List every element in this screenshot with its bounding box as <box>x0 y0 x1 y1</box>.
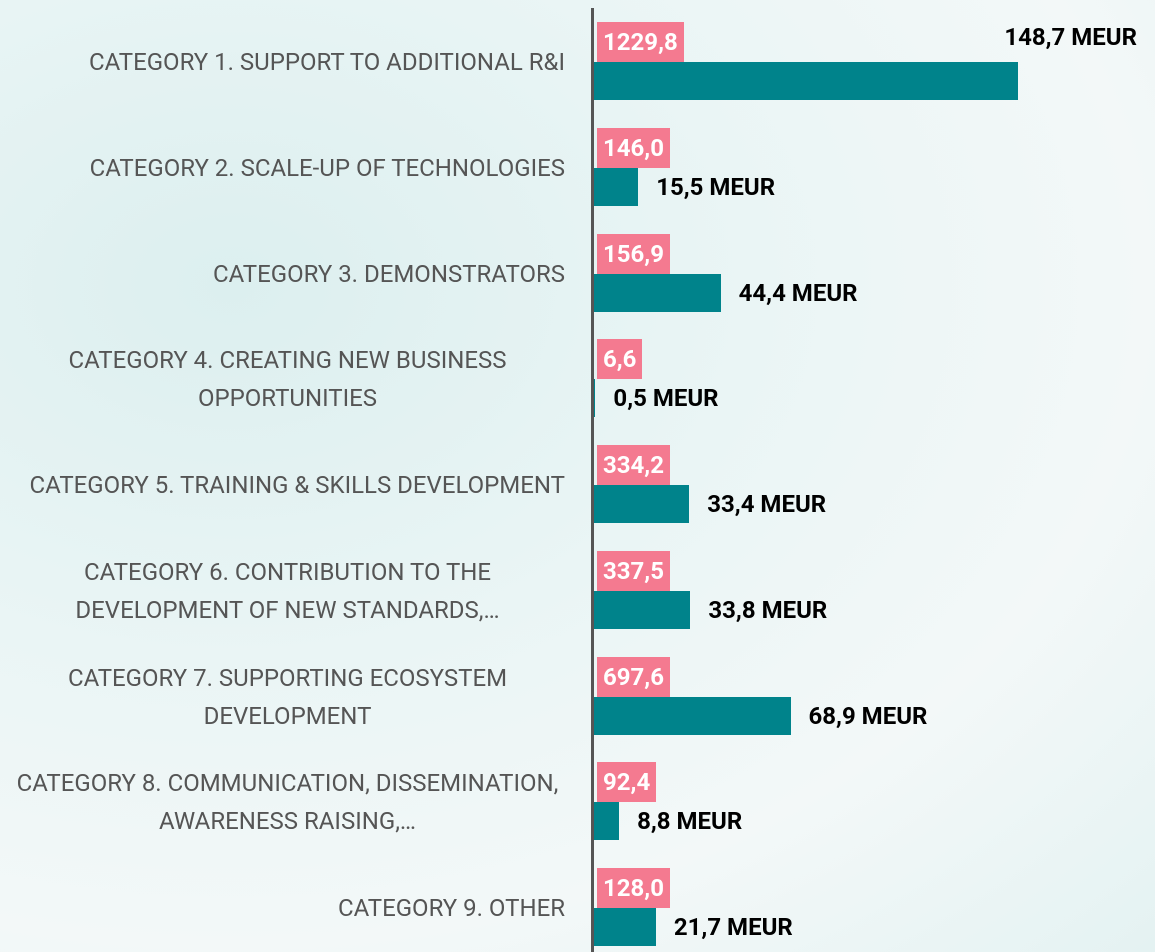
category-label: CATEGORY 8. COMMUNICATION, DISSEMINATION… <box>16 769 559 836</box>
category-label-wrap: CATEGORY 3. DEMONSTRATORS <box>10 255 565 293</box>
category-label-wrap: CATEGORY 2. SCALE-UP OF TECHNOLOGIES <box>10 149 565 187</box>
value-label: 0,5 MEUR <box>613 384 719 413</box>
value-label: 33,8 MEUR <box>708 595 828 624</box>
bar <box>594 485 690 523</box>
secondary-label: 128,0 <box>597 868 670 908</box>
category-label: CATEGORY 3. DEMONSTRATORS <box>213 259 565 288</box>
value-label: 148,7 MEUR <box>1004 23 1137 51</box>
secondary-label: 337,5 <box>597 550 670 591</box>
value-label: 8,8 MEUR <box>637 807 743 836</box>
axis-line <box>591 8 594 952</box>
category-label-wrap: CATEGORY 8. COMMUNICATION, DISSEMINATION… <box>10 764 565 840</box>
bar <box>594 908 656 946</box>
category-label-wrap: CATEGORY 6. CONTRIBUTION TO THE DEVELOPM… <box>10 553 565 629</box>
category-label: CATEGORY 1. SUPPORT TO ADDITIONAL R&I <box>88 48 565 76</box>
bar <box>594 273 721 312</box>
category-label: CATEGORY 2. SCALE-UP OF TECHNOLOGIES <box>89 153 565 182</box>
bar <box>594 590 691 629</box>
category-label: CATEGORY 7. SUPPORTING ECOSYSTEM DEVELOP… <box>67 663 508 730</box>
bar <box>594 802 620 841</box>
category-label-wrap: CATEGORY 5. TRAINING & SKILLS DEVELOPMEN… <box>10 466 565 504</box>
category-label: CATEGORY 6. CONTRIBUTION TO THE DEVELOPM… <box>75 557 500 624</box>
bar <box>594 379 596 418</box>
category-label: CATEGORY 5. TRAINING & SKILLS DEVELOPMEN… <box>29 471 565 499</box>
category-label-wrap: CATEGORY 4. CREATING NEW BUSINESS OPPORT… <box>10 341 565 417</box>
value-label: 21,7 MEUR <box>673 913 793 941</box>
secondary-label: 146,0 <box>597 127 670 168</box>
value-label: 68,9 MEUR <box>808 701 928 730</box>
value-label: 44,4 MEUR <box>738 278 858 307</box>
category-label-wrap: CATEGORY 9. OTHER <box>10 889 565 927</box>
value-label: 33,4 MEUR <box>707 490 827 518</box>
category-label-wrap: CATEGORY 1. SUPPORT TO ADDITIONAL R&I <box>10 43 565 81</box>
value-label: 15,5 MEUR <box>656 172 776 201</box>
secondary-label: 156,9 <box>597 233 670 274</box>
bar <box>594 696 791 735</box>
bar <box>594 62 1019 100</box>
category-label-wrap: CATEGORY 7. SUPPORTING ECOSYSTEM DEVELOP… <box>10 659 565 735</box>
bar <box>594 167 639 206</box>
secondary-label: 92,4 <box>597 762 657 803</box>
secondary-label: 334,2 <box>597 445 670 485</box>
secondary-label: 1229,8 <box>597 22 684 62</box>
category-label: CATEGORY 9. OTHER <box>337 894 565 922</box>
category-label: CATEGORY 4. CREATING NEW BUSINESS OPPORT… <box>68 346 507 413</box>
secondary-label: 6,6 <box>597 339 643 380</box>
secondary-label: 697,6 <box>597 656 670 697</box>
